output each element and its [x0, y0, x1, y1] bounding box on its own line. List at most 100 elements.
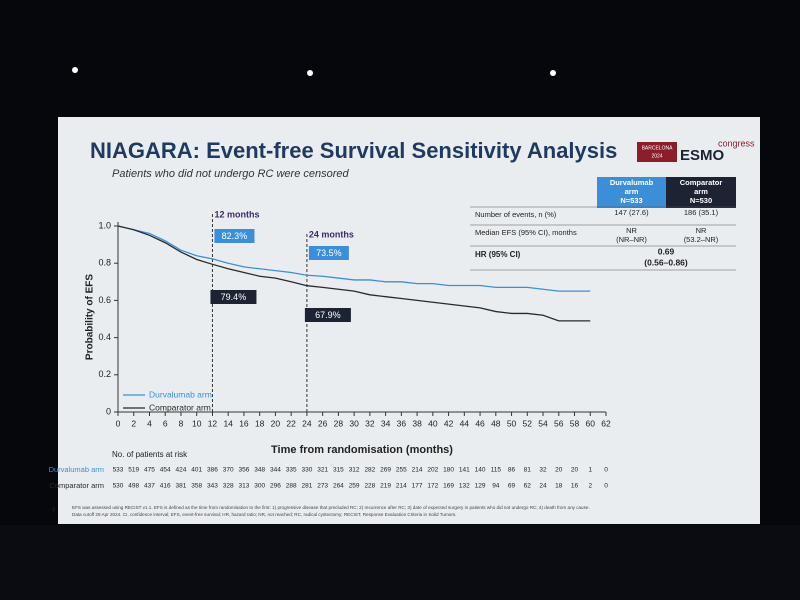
y-tick-label: 0.6: [98, 295, 111, 305]
at-risk-count: 132: [459, 483, 470, 490]
at-risk-count: 172: [427, 483, 438, 490]
logo-badge: [637, 142, 677, 162]
table-cell: NR: [696, 226, 707, 235]
at-risk-count: 129: [475, 483, 486, 490]
footnote: EFS was assessed using RECIST v1.1. EFS …: [72, 505, 590, 510]
at-risk-count: 0: [604, 483, 608, 490]
survival-curve: [117, 225, 591, 322]
durvalumab-landmark: 82.3%: [222, 231, 248, 241]
logo-city: BARCELONA: [642, 145, 674, 151]
logo-event: congress: [718, 138, 755, 148]
hr-value: 0.69: [658, 246, 675, 256]
table-cell: 147 (27.6): [614, 208, 649, 217]
at-risk-count: 330: [301, 467, 312, 474]
landmark-label: 24 months: [309, 229, 354, 239]
legend-label: Comparator arm: [149, 402, 211, 412]
x-tick-label: 50: [507, 418, 517, 428]
at-risk-count: 269: [380, 467, 391, 474]
at-risk-count: 321: [317, 467, 328, 474]
page-number: 9: [52, 508, 56, 514]
durvalumab-box: [214, 229, 255, 243]
x-tick-label: 58: [570, 418, 580, 428]
at-risk-count: 282: [364, 467, 375, 474]
at-risk-count: 312: [349, 467, 360, 474]
comparator-box: [304, 308, 351, 322]
survival-curve: [117, 225, 591, 292]
subtitle: Patients who did not undergo RC were cen…: [112, 168, 350, 180]
at-risk-count: 281: [301, 483, 312, 490]
at-risk-count: 214: [396, 483, 407, 490]
x-tick-label: 56: [554, 418, 564, 428]
at-risk-count: 386: [207, 467, 218, 474]
at-risk-count: 2: [588, 483, 592, 490]
y-axis-label: Probability of EFS: [85, 274, 96, 360]
x-tick-label: 52: [523, 418, 533, 428]
at-risk-count: 328: [223, 483, 234, 490]
table-header-cell: [666, 177, 736, 208]
ceiling-light: [307, 70, 313, 76]
at-risk-count: 259: [349, 483, 360, 490]
x-tick-label: 2: [131, 418, 136, 428]
x-tick-label: 20: [271, 418, 281, 428]
at-risk-count: 348: [254, 467, 265, 474]
at-risk-count: 219: [380, 483, 391, 490]
at-risk-count: 86: [508, 467, 516, 474]
x-tick-label: 12: [208, 418, 218, 428]
y-tick-label: 0.2: [98, 369, 111, 379]
at-risk-count: 437: [144, 483, 155, 490]
hr-ci: (0.56–0.86): [644, 257, 688, 267]
at-risk-count: 416: [160, 483, 171, 490]
at-risk-count: 335: [286, 467, 297, 474]
x-tick-label: 36: [397, 418, 407, 428]
x-tick-label: 30: [349, 418, 359, 428]
table-cell: (53.2–NR): [684, 235, 719, 244]
x-tick-label: 4: [147, 418, 152, 428]
x-tick-label: 60: [586, 418, 596, 428]
table-header: arm: [625, 187, 639, 196]
at-risk-count: 273: [317, 483, 328, 490]
at-risk-count: 475: [144, 467, 155, 474]
x-tick-label: 46: [475, 418, 485, 428]
y-tick-label: 0: [106, 406, 111, 416]
x-tick-label: 16: [239, 418, 249, 428]
at-risk-count: 228: [364, 483, 375, 490]
at-risk-count: 169: [443, 483, 454, 490]
at-risk-count: 20: [571, 467, 579, 474]
at-risk-count: 288: [286, 483, 297, 490]
table-cell: (NR–NR): [616, 235, 647, 244]
logo-brand: ESMO: [680, 147, 725, 164]
table-header: N=533: [620, 196, 642, 205]
at-risk-count: 0: [604, 467, 608, 474]
at-risk-count: 498: [128, 483, 139, 490]
table-header: Durvalumab: [610, 178, 654, 187]
y-tick-label: 1.0: [98, 220, 111, 230]
at-risk-count: 255: [396, 467, 407, 474]
x-tick-label: 42: [444, 418, 454, 428]
at-risk-count: 401: [191, 467, 202, 474]
at-risk-count: 69: [508, 483, 516, 490]
x-tick-label: 22: [286, 418, 296, 428]
at-risk-count: 264: [333, 483, 344, 490]
y-tick-label: 0.4: [98, 332, 111, 342]
landmark-label: 12 months: [214, 209, 259, 219]
at-risk-count: 214: [412, 467, 423, 474]
table-header: arm: [694, 187, 708, 196]
comparator-landmark: 67.9%: [315, 310, 341, 320]
table-header: Comparator: [680, 178, 723, 187]
at-risk-count: 20: [555, 467, 563, 474]
at-risk-count: 300: [254, 483, 265, 490]
x-tick-label: 38: [412, 418, 422, 428]
at-risk-count: 115: [491, 467, 502, 474]
at-risk-row-label: Comparator arm: [49, 481, 104, 490]
at-risk-count: 313: [239, 483, 250, 490]
x-tick-label: 34: [381, 418, 391, 428]
table-row-label: Median EFS (95% CI), months: [475, 228, 577, 237]
x-tick-label: 54: [538, 418, 548, 428]
x-axis-label: Time from randomisation (months): [271, 444, 453, 456]
at-risk-count: 140: [475, 467, 486, 474]
at-risk-count: 358: [191, 483, 202, 490]
at-risk-count: 343: [207, 483, 218, 490]
comparator-box: [210, 290, 257, 304]
at-risk-count: 62: [524, 483, 532, 490]
